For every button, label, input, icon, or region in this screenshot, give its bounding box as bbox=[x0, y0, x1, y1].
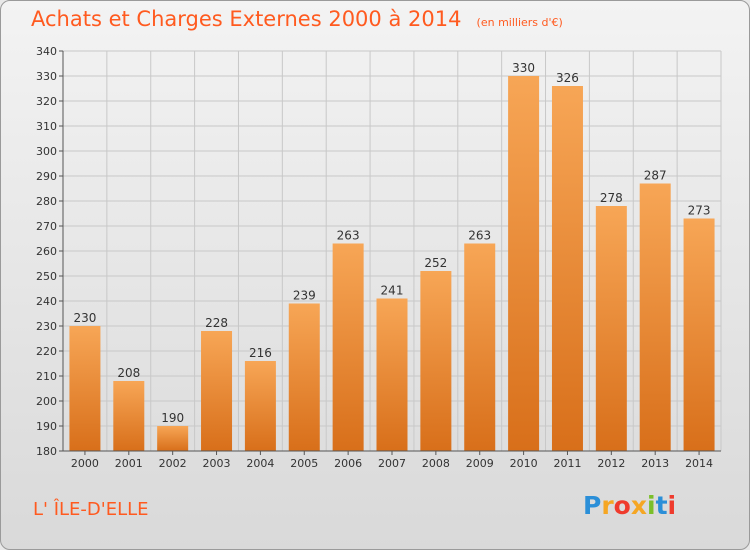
data-label: 330 bbox=[512, 61, 535, 75]
y-tick-label: 200 bbox=[36, 395, 57, 408]
x-tick-label: 2003 bbox=[203, 457, 231, 470]
bar-2011[interactable] bbox=[551, 86, 583, 451]
bar-2007[interactable] bbox=[376, 298, 408, 452]
x-tick-label: 2013 bbox=[641, 457, 669, 470]
data-label: 241 bbox=[381, 284, 404, 298]
y-tick-label: 270 bbox=[36, 220, 57, 233]
y-tick-label: 320 bbox=[36, 95, 57, 108]
bar-2005[interactable] bbox=[288, 303, 320, 452]
data-label: 239 bbox=[293, 289, 316, 303]
bar-2009[interactable] bbox=[464, 243, 496, 452]
x-tick-label: 2008 bbox=[422, 457, 450, 470]
axes: 180 190 200 210 220 230 240 250 260 270 280 290 300 3… bbox=[36, 45, 721, 470]
data-label: 273 bbox=[688, 204, 711, 218]
bar-2004[interactable] bbox=[244, 361, 276, 451]
y-tick-label: 250 bbox=[36, 270, 57, 283]
data-label: 263 bbox=[337, 229, 360, 243]
y-tick-label: 310 bbox=[36, 120, 57, 133]
data-label: 252 bbox=[424, 256, 447, 270]
x-tick-label: 2007 bbox=[378, 457, 406, 470]
x-tick-label: 2014 bbox=[685, 457, 713, 470]
bar-2003[interactable] bbox=[201, 331, 233, 451]
data-label: 278 bbox=[600, 191, 623, 205]
y-tick-label: 300 bbox=[36, 145, 57, 158]
logo-letter: o bbox=[613, 491, 631, 520]
bars bbox=[69, 76, 715, 452]
bar-2013[interactable] bbox=[639, 183, 671, 452]
logo-letter: i bbox=[667, 491, 677, 520]
data-label: 230 bbox=[73, 311, 96, 325]
data-label: 287 bbox=[644, 169, 667, 183]
y-tick-label: 290 bbox=[36, 170, 57, 183]
y-tick-label: 210 bbox=[36, 370, 57, 383]
proxiti-logo[interactable]: Proxiti bbox=[583, 491, 676, 520]
y-tick-label: 330 bbox=[36, 70, 57, 83]
x-tick-label: 2009 bbox=[466, 457, 494, 470]
chart-title: Achats et Charges Externes 2000 à 2014 bbox=[31, 7, 462, 31]
data-label: 228 bbox=[205, 316, 228, 330]
data-label: 190 bbox=[161, 411, 184, 425]
bar-2014[interactable] bbox=[683, 218, 715, 452]
logo-letter: r bbox=[601, 491, 614, 520]
y-tick-label: 240 bbox=[36, 295, 57, 308]
y-tick-label: 340 bbox=[36, 45, 57, 58]
x-tick-label: 2004 bbox=[246, 457, 274, 470]
data-label: 263 bbox=[468, 229, 491, 243]
x-tick-label: 2010 bbox=[510, 457, 538, 470]
logo-letter: P bbox=[583, 491, 602, 520]
place-name: L' ÎLE-D'ELLE bbox=[33, 499, 149, 520]
bar-2002[interactable] bbox=[157, 426, 189, 451]
logo-letter: x bbox=[630, 491, 647, 520]
bar-2010[interactable] bbox=[508, 76, 540, 451]
x-tick-label: 2002 bbox=[159, 457, 187, 470]
bar-2001[interactable] bbox=[113, 381, 145, 451]
bar-2008[interactable] bbox=[420, 271, 452, 451]
x-tick-label: 2011 bbox=[553, 457, 581, 470]
x-tick-label: 2001 bbox=[115, 457, 143, 470]
logo-letter: i bbox=[647, 491, 656, 520]
bar-2000[interactable] bbox=[69, 326, 101, 451]
y-tick-label: 190 bbox=[36, 420, 57, 433]
logo-letter: t bbox=[655, 491, 668, 520]
y-tick-label: 230 bbox=[36, 320, 57, 333]
data-label: 216 bbox=[249, 346, 272, 360]
y-tick-label: 220 bbox=[36, 345, 57, 358]
bar-2006[interactable] bbox=[332, 243, 364, 452]
x-tick-label: 2006 bbox=[334, 457, 362, 470]
data-labels: 230 208 190 228 216 239 263 241 252 263 330 326 278 2… bbox=[73, 61, 710, 425]
x-tick-label: 2000 bbox=[71, 457, 99, 470]
bar-2012[interactable] bbox=[595, 206, 627, 451]
data-label: 326 bbox=[556, 71, 579, 85]
title-row: Achats et Charges Externes 2000 à 2014 (… bbox=[31, 7, 563, 31]
y-tick-label: 260 bbox=[36, 245, 57, 258]
chart-subtitle: (en milliers d'€) bbox=[476, 16, 563, 29]
data-label: 208 bbox=[117, 366, 140, 380]
y-tick-label: 280 bbox=[36, 195, 57, 208]
x-tick-label: 2012 bbox=[597, 457, 625, 470]
x-tick-label: 2005 bbox=[290, 457, 318, 470]
y-tick-label: 180 bbox=[36, 445, 57, 458]
